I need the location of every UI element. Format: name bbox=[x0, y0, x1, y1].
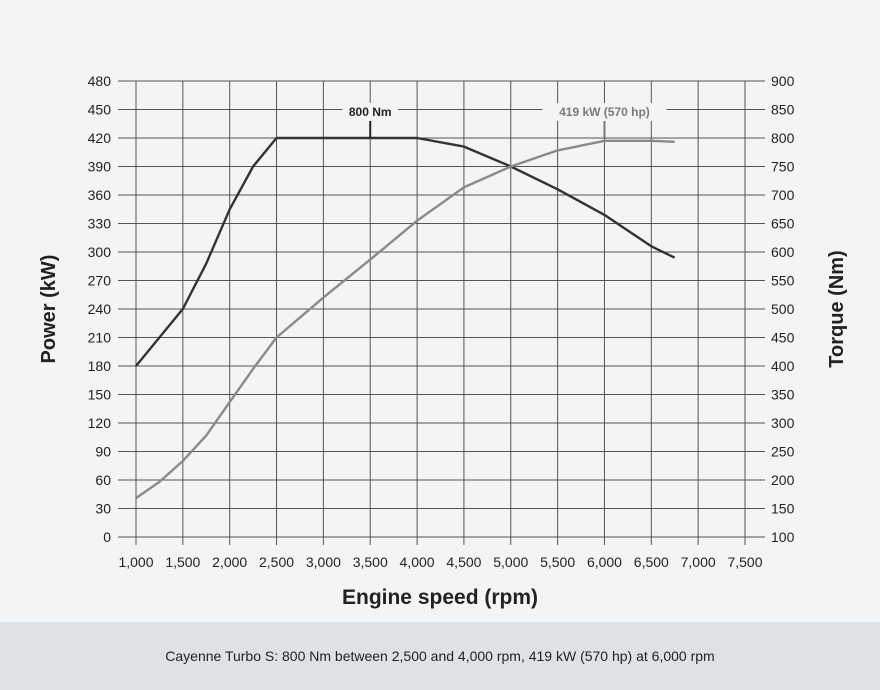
series bbox=[135, 136, 676, 500]
power-torque-chart: 0 100 30 150 60 200 90 250 120 300 150 350 180 400 210… bbox=[38, 73, 848, 609]
x-tick-label: 6,000 bbox=[587, 554, 622, 570]
y-left-tick-label: 240 bbox=[88, 301, 112, 317]
y-left-tick-label: 150 bbox=[88, 387, 112, 403]
annotation-box bbox=[342, 103, 399, 121]
y-right-tick-label: 450 bbox=[771, 330, 795, 346]
x-tick-label: 7,500 bbox=[727, 554, 762, 570]
x-tick-label: 6,500 bbox=[634, 554, 669, 570]
y-left-tick-label: 330 bbox=[88, 216, 112, 232]
x-tick-label: 4,000 bbox=[400, 554, 435, 570]
annotation-box bbox=[542, 103, 667, 121]
annotations: 800 Nm 419 kW (570 hp) bbox=[342, 103, 667, 139]
y-left-tick-label: 210 bbox=[88, 330, 112, 346]
y-right-tick-label: 200 bbox=[771, 472, 795, 488]
y-right-tick-label: 550 bbox=[771, 273, 795, 289]
y-right-tick-label: 850 bbox=[771, 102, 795, 118]
y-left-tick-label: 480 bbox=[88, 73, 112, 89]
power-series-line bbox=[135, 139, 675, 500]
x-tick-label: 3,500 bbox=[353, 554, 388, 570]
y-right-tick-label: 750 bbox=[771, 159, 795, 175]
y-left-tick-label: 300 bbox=[88, 244, 112, 260]
torque-series-line bbox=[135, 136, 676, 367]
grid bbox=[118, 80, 765, 545]
y-right-tick-label: 150 bbox=[771, 501, 795, 517]
x-tick-label: 3,000 bbox=[306, 554, 341, 570]
y-left-tick-label: 90 bbox=[95, 444, 111, 460]
x-tick-label: 4,500 bbox=[446, 554, 481, 570]
y-right-axis-title: Torque (Nm) bbox=[826, 250, 848, 367]
x-tick-label: 1,000 bbox=[118, 554, 153, 570]
x-tick-label: 2,500 bbox=[259, 554, 294, 570]
y-left-tick-label: 0 bbox=[103, 529, 111, 545]
y-right-tick-label: 100 bbox=[771, 529, 795, 545]
y-right-tick-label: 900 bbox=[771, 73, 795, 89]
y-left-tick-label: 180 bbox=[88, 358, 112, 374]
x-axis-title: Engine speed (rpm) bbox=[342, 586, 538, 609]
chart-caption: Cayenne Turbo S: 800 Nm between 2,500 an… bbox=[165, 648, 715, 664]
y-right-tick-label: 600 bbox=[771, 244, 795, 260]
annotation-label: 800 Nm bbox=[349, 105, 392, 119]
y-right-tick-label: 300 bbox=[771, 415, 795, 431]
y-right-tick-label: 650 bbox=[771, 216, 795, 232]
x-tick-label: 5,500 bbox=[540, 554, 575, 570]
x-tick-label: 7,000 bbox=[681, 554, 716, 570]
chart-area: 0 100 30 150 60 200 90 250 120 300 150 350 180 400 210… bbox=[38, 73, 848, 609]
y-left-tick-label: 270 bbox=[88, 273, 112, 289]
ticks: 0 100 30 150 60 200 90 250 120 300 150 350 180 400 210… bbox=[88, 73, 795, 570]
annotation-label: 419 kW (570 hp) bbox=[559, 105, 650, 119]
y-left-tick-label: 360 bbox=[88, 187, 112, 203]
y-left-tick-label: 420 bbox=[88, 130, 112, 146]
x-tick-label: 2,000 bbox=[212, 554, 247, 570]
y-left-tick-label: 120 bbox=[88, 415, 112, 431]
y-right-tick-label: 350 bbox=[771, 387, 795, 403]
x-tick-label: 1,500 bbox=[165, 554, 200, 570]
y-right-tick-label: 250 bbox=[771, 444, 795, 460]
y-right-tick-label: 500 bbox=[771, 301, 795, 317]
y-left-tick-label: 390 bbox=[88, 159, 112, 175]
y-left-tick-label: 60 bbox=[95, 472, 111, 488]
caption-bar: Cayenne Turbo S: 800 Nm between 2,500 an… bbox=[0, 622, 880, 690]
y-left-tick-label: 30 bbox=[95, 501, 111, 517]
y-left-axis-title: Power (kW) bbox=[38, 255, 60, 364]
y-right-tick-label: 800 bbox=[771, 130, 795, 146]
y-left-tick-label: 450 bbox=[88, 102, 112, 118]
y-right-tick-label: 700 bbox=[771, 187, 795, 203]
x-tick-label: 5,000 bbox=[493, 554, 528, 570]
y-right-tick-label: 400 bbox=[771, 358, 795, 374]
